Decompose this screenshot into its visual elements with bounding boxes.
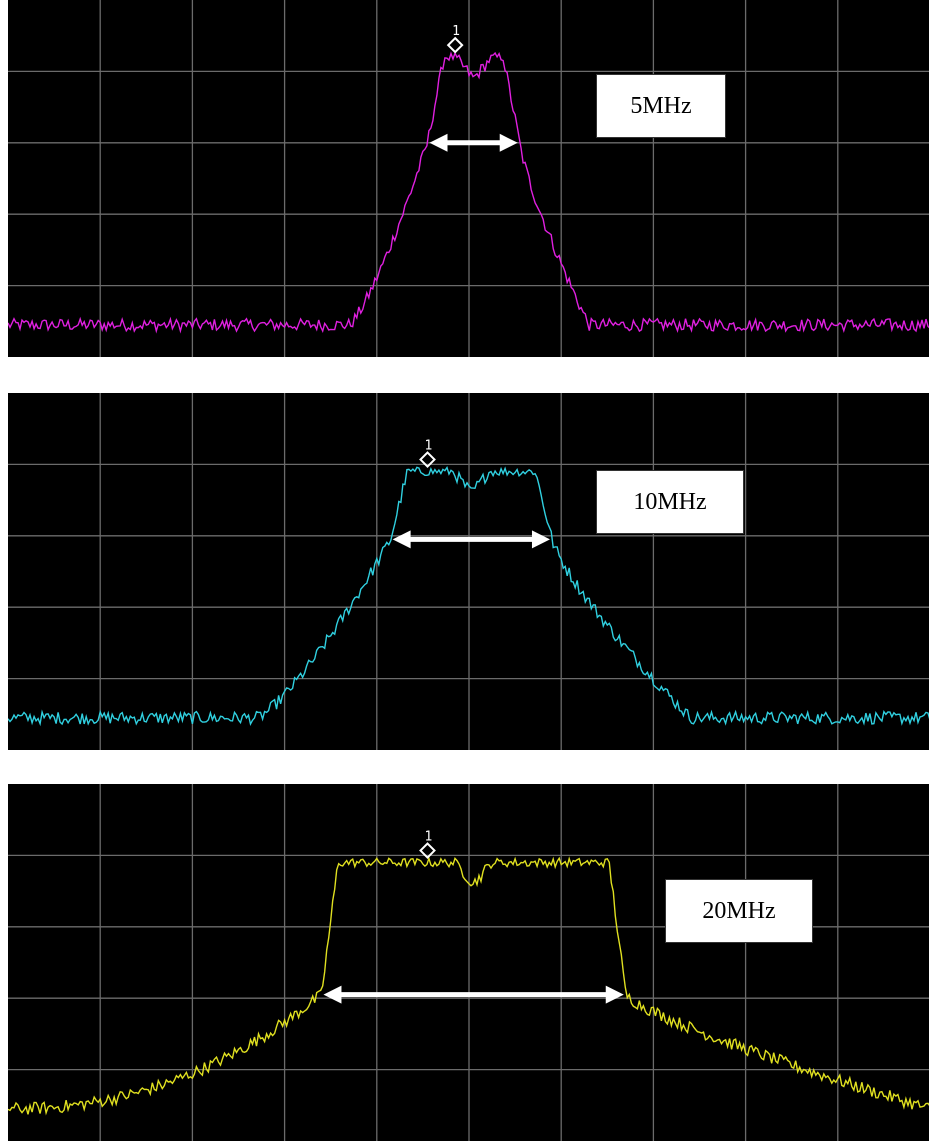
bandwidth-arrow-head	[323, 985, 342, 1004]
bandwidth-label-10mhz: 10MHz	[596, 470, 744, 534]
spectrum-trace	[8, 51, 929, 334]
bandwidth-label-20mhz: 20MHz	[665, 879, 813, 943]
marker-diamond	[419, 842, 436, 859]
marker-diamond	[446, 36, 464, 54]
spectrum-plot-20mhz: 1	[8, 784, 929, 1141]
spectrum-plot-10mhz: 1	[8, 393, 929, 750]
marker-label: 1	[425, 830, 433, 845]
bandwidth-arrow-head	[499, 133, 518, 152]
spectrum-plot-5mhz: 1	[8, 0, 929, 357]
spectrum-panel-10mhz: 1 10MHz	[8, 393, 929, 750]
bandwidth-arrow-head	[429, 133, 448, 152]
marker-diamond	[419, 451, 436, 468]
bandwidth-arrow-head	[531, 530, 550, 549]
spectrum-trace	[8, 465, 929, 727]
spectrum-trace	[8, 856, 929, 1116]
marker-label: 1	[425, 439, 433, 454]
spectrum-panel-20mhz: 1 20MHz	[8, 784, 929, 1141]
bandwidth-arrow-head	[392, 530, 411, 549]
bandwidth-label-5mhz: 5MHz	[596, 74, 726, 138]
spectrum-panel-5mhz: 1 5MHz	[8, 0, 929, 357]
marker-label: 1	[452, 24, 460, 39]
bandwidth-arrow-head	[605, 985, 624, 1004]
